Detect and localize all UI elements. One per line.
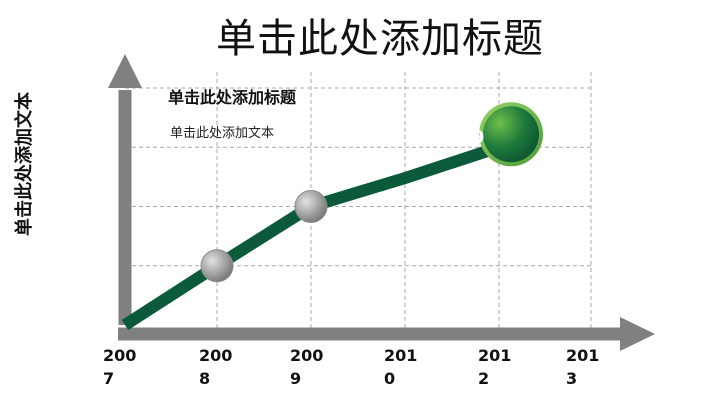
x-tick-label-2008: 2008	[199, 346, 233, 388]
data-point-marker-2009	[294, 190, 328, 223]
data-point-marker-2008	[200, 249, 234, 283]
x-tick-label-2013: 2013	[566, 346, 600, 388]
x-tick-label-2010: 2010	[384, 346, 418, 388]
y-axis-label: 单击此处添加文本	[14, 92, 35, 236]
x-tick-label-2007: 2007	[103, 346, 137, 388]
y-axis-arrow	[108, 54, 142, 88]
axes	[108, 54, 655, 351]
x-tick-label-2009: 2009	[290, 346, 324, 388]
highlight-value-label: 98%	[472, 127, 485, 148]
x-tick-label-2012: 2012	[478, 346, 512, 388]
series-line-group	[121, 102, 543, 331]
x-axis-arrow	[620, 317, 655, 351]
chart-title: 单击此处添加标题	[168, 88, 297, 107]
highlight-marker	[483, 106, 539, 163]
chart-subtitle: 单击此处添加文本	[170, 126, 275, 141]
series-line	[121, 141, 501, 331]
slide-title: 单击此处添加标题	[216, 16, 544, 62]
